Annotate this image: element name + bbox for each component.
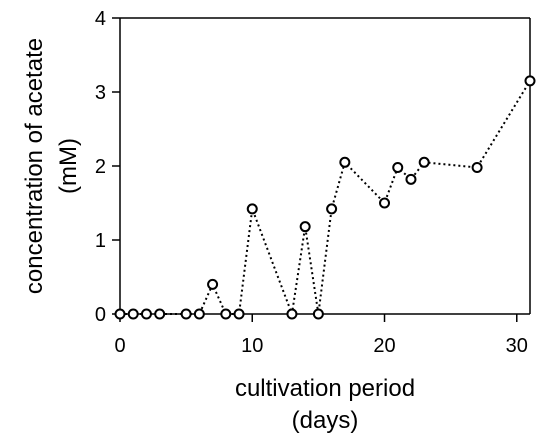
data-point <box>524 75 536 87</box>
data-point <box>246 203 258 215</box>
data-point <box>220 308 232 320</box>
axis-titles: cultivation period (days) concentration of… <box>21 38 415 434</box>
data-point <box>193 308 205 320</box>
data-point <box>418 156 430 168</box>
x-axis-title-line: cultivation period <box>235 375 415 402</box>
y-tick-label: 1 <box>95 230 106 252</box>
x-axis-title-line: (days) <box>292 407 359 434</box>
y-tick-label: 2 <box>95 156 106 178</box>
axes: 0 1 2 3 4 0 10 20 30 <box>95 8 531 357</box>
data-point <box>339 156 351 168</box>
y-tick-label: 4 <box>95 8 106 30</box>
data-point <box>140 308 152 320</box>
data-point <box>114 308 126 320</box>
y-axis-title: concentration of acetate (mM) <box>21 38 82 294</box>
data-point <box>312 308 324 320</box>
data-point <box>127 308 139 320</box>
y-tick-label: 0 <box>95 304 106 326</box>
data-point <box>392 161 404 173</box>
data-point <box>154 308 166 320</box>
x-tick-label: 20 <box>373 335 395 357</box>
y-axis-title-line: concentration of acetate <box>21 38 48 294</box>
x-tick-label: 30 <box>506 335 528 357</box>
series-layer <box>114 75 536 320</box>
y-tick-label: 3 <box>95 82 106 104</box>
data-point <box>471 161 483 173</box>
data-point <box>379 197 391 209</box>
data-point <box>207 278 219 290</box>
data-point <box>286 308 298 320</box>
x-tick-label: 0 <box>114 335 125 357</box>
data-point <box>233 308 245 320</box>
data-point <box>299 221 311 233</box>
data-point <box>180 308 192 320</box>
data-point <box>326 203 338 215</box>
data-point <box>405 173 417 185</box>
series-line <box>120 80 531 318</box>
x-tick-label: 10 <box>241 335 263 357</box>
x-axis-title: cultivation period (days) <box>235 375 415 434</box>
y-axis-title-line: (mM) <box>55 138 82 194</box>
